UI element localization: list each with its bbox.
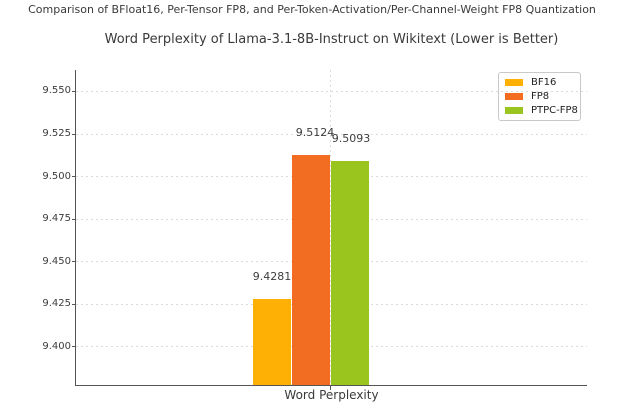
y-tick-mark xyxy=(71,133,76,135)
legend-item-ptpc-fp8: PTPC-FP8 xyxy=(505,105,578,116)
y-tick-label: 9.525 xyxy=(42,128,71,140)
legend: BF16 FP8 PTPC-FP8 xyxy=(498,72,581,121)
y-tick-label: 9.450 xyxy=(42,255,71,267)
y-tick-mark xyxy=(71,218,76,220)
legend-swatch-icon xyxy=(505,92,523,100)
y-tick-mark xyxy=(71,303,76,305)
legend-swatch-icon xyxy=(505,79,523,87)
y-axis-spine xyxy=(75,70,77,386)
figure-suptitle: Comparison of BFloat16, Per-Tensor FP8, … xyxy=(28,3,596,16)
gridline-vertical xyxy=(329,70,331,385)
y-tick-label: 9.550 xyxy=(42,85,71,97)
legend-swatch-icon xyxy=(505,106,523,114)
y-tick-label: 9.475 xyxy=(42,213,71,225)
y-tick-label: 9.500 xyxy=(42,170,71,182)
y-tick-label: 9.400 xyxy=(42,340,71,352)
gridline-horizontal xyxy=(76,133,587,135)
bar-value-label: 9.5124 xyxy=(295,126,335,140)
legend-label: PTPC-FP8 xyxy=(531,104,578,116)
bar-bf16 xyxy=(253,299,291,385)
bar-ptpc-fp8 xyxy=(331,160,369,385)
y-tick-mark xyxy=(71,261,76,263)
y-tick-mark xyxy=(71,346,76,348)
legend-item-fp8: FP8 xyxy=(505,91,574,102)
bar-fp8 xyxy=(292,155,330,385)
y-tick-mark xyxy=(71,176,76,178)
x-axis-label: Word Perplexity xyxy=(284,388,379,402)
y-tick-mark xyxy=(71,90,76,92)
legend-label: FP8 xyxy=(531,90,550,102)
legend-label: BF16 xyxy=(531,77,557,89)
gridline-horizontal xyxy=(76,90,587,92)
x-tick-mark xyxy=(329,386,331,390)
y-tick-label: 9.425 xyxy=(42,298,71,310)
legend-item-bf16: BF16 xyxy=(505,77,574,88)
chart-title: Word Perplexity of Llama-3.1-8B-Instruct… xyxy=(104,32,559,47)
bar-value-label: 9.4281 xyxy=(252,270,292,283)
x-axis-spine xyxy=(75,384,587,386)
bar-value-label: 9.5093 xyxy=(331,131,371,145)
